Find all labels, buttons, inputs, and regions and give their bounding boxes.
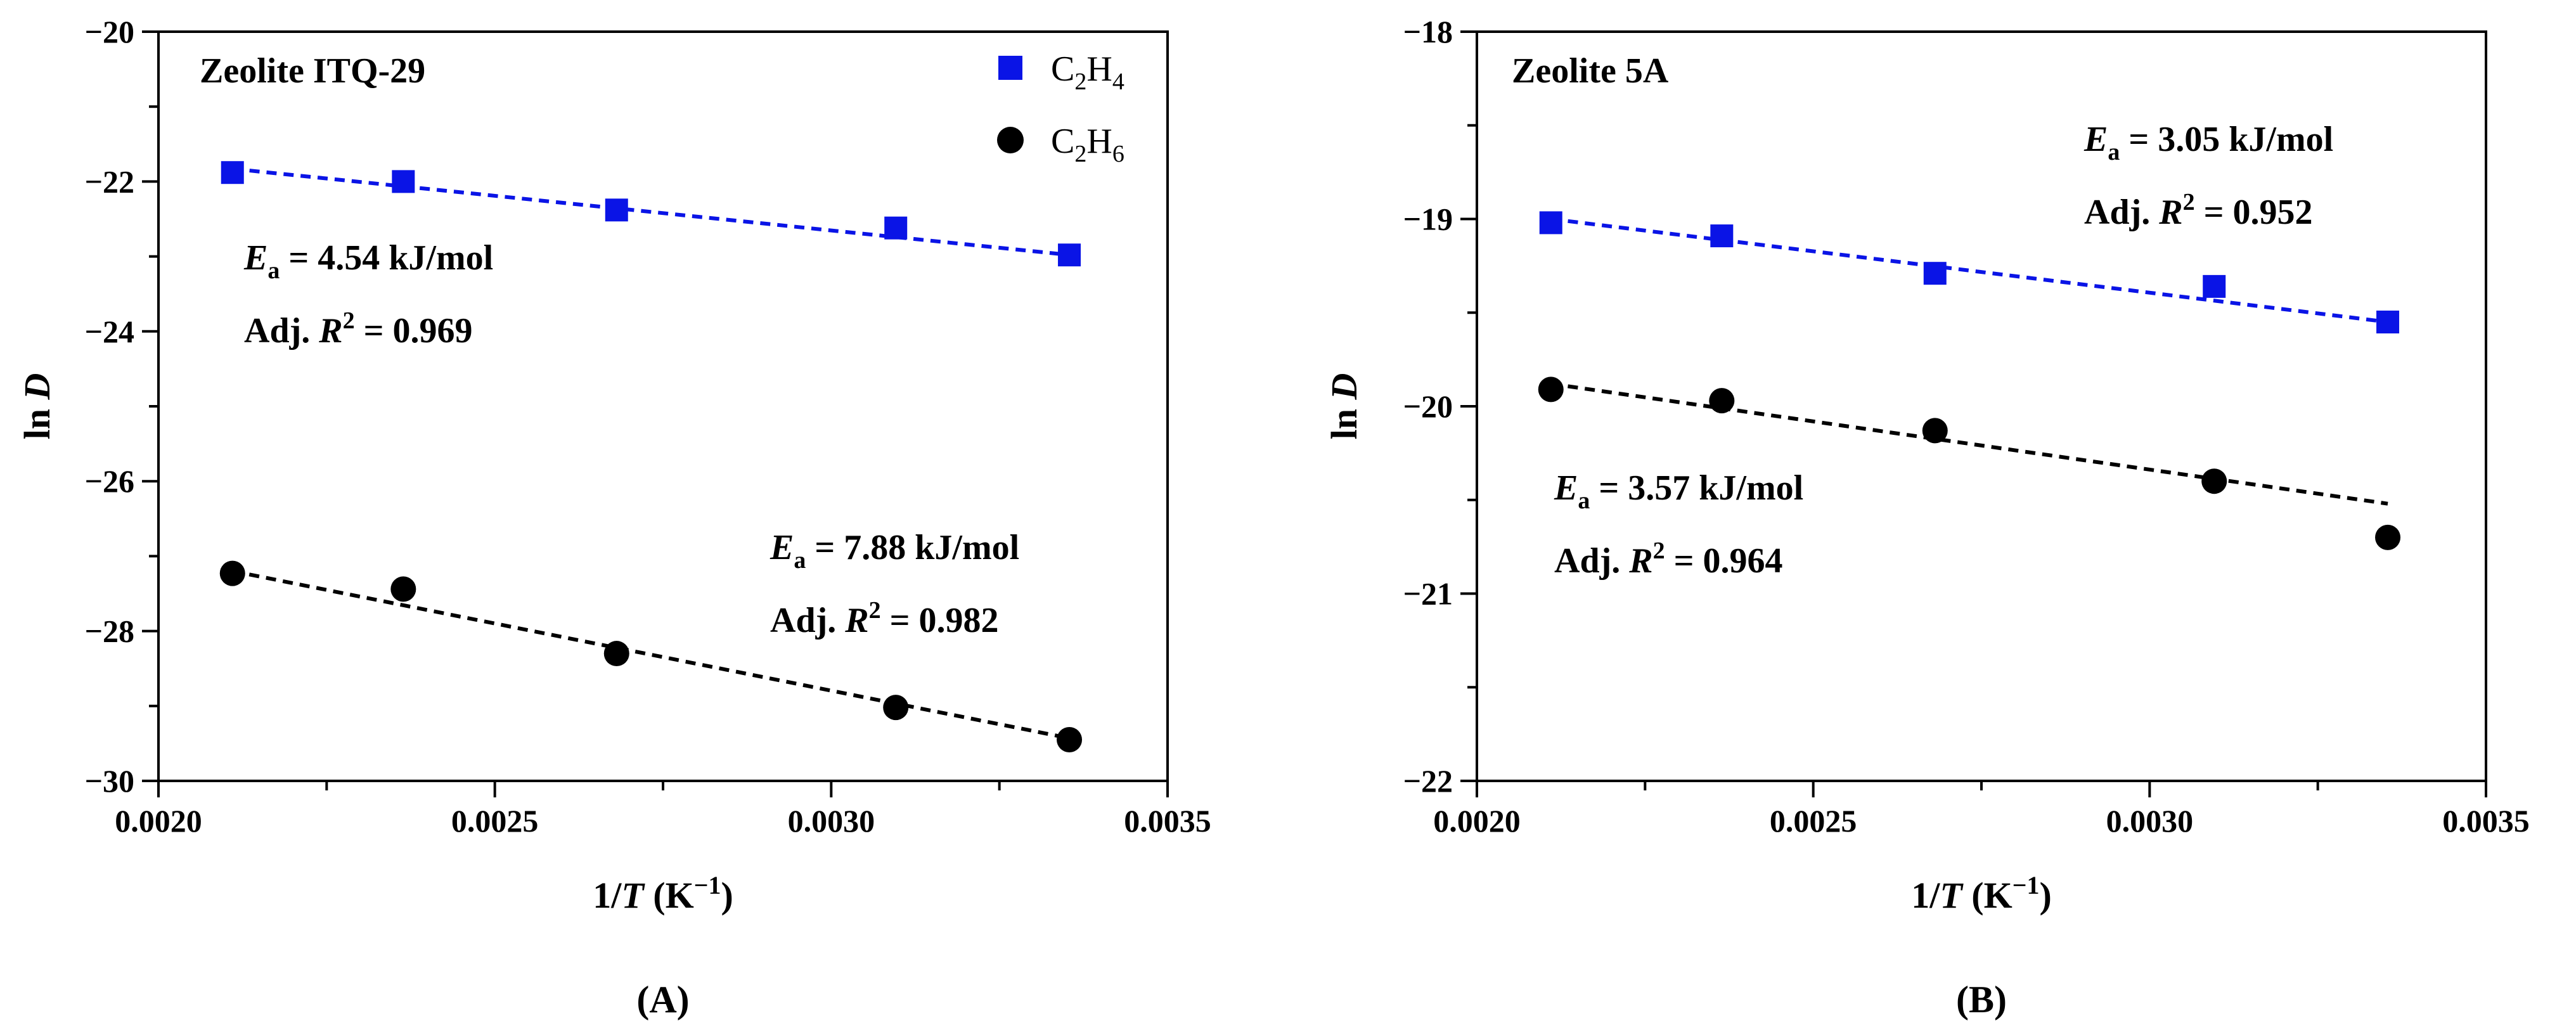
data-points [1538,211,2401,550]
y-tick-label: −20 [1403,389,1453,424]
chart-title: Zeolite ITQ-29 [200,51,425,91]
data-point-c2h4 [1058,243,1081,267]
ea-text: Ea = 7.88 kJ/mol [770,528,1019,574]
x-tick-label: 0.0030 [788,803,875,839]
y-axis-ticks: −22 −21 −20 −19 −18 [1403,14,1477,799]
x-tick-label: 0.0020 [1433,803,1521,839]
y-tick-label: −30 [85,763,135,799]
y-tick-label: −22 [1403,763,1453,799]
annotation-c2h6: Ea = 7.88 kJ/mol Adj. R2 = 0.982 [770,528,1019,640]
y-tick-label: −20 [85,14,135,49]
x-axis-ticks: 0.0020 0.0025 0.0030 0.0035 [1433,781,2530,839]
panel-label: (B) [1956,979,2007,1020]
y-tick-label: −21 [1403,576,1453,612]
data-point-c2h4 [2376,311,2400,334]
data-point-c2h6 [2375,524,2401,550]
fit-line-c2h6 [1550,382,2388,506]
x-tick-label: 0.0025 [451,803,539,839]
y-axis-label: ln D [1323,373,1365,440]
data-point-c2h4 [605,198,628,222]
fit-lines [1550,217,2388,506]
data-points [219,161,1083,752]
fit-line-c2h4 [232,167,1070,257]
legend-label-c2h6: C2H6 [1051,122,1124,167]
legend: C2H4 C2H6 [997,49,1124,167]
data-point-c2h4 [1539,211,1562,235]
r2-text: Adj. R2 = 0.969 [244,307,473,351]
chart-panel-a: 0.0020 0.0025 0.0030 0.0035 −30 −28 −26 −24 −22… [16,14,1211,1020]
y-tick-label: −26 [85,463,135,499]
x-tick-label: 0.0030 [2106,803,2194,839]
x-tick-label: 0.0035 [2442,803,2530,839]
ea-text: Ea = 3.57 kJ/mol [1554,468,1803,514]
ea-text: Ea = 3.05 kJ/mol [2083,120,2333,165]
data-point-c2h6 [219,560,245,586]
x-tick-label: 0.0035 [1124,803,1211,839]
r2-text: Adj. R2 = 0.952 [2084,189,2313,232]
r2-text: Adj. R2 = 0.982 [770,597,999,640]
annotation-c2h6: Ea = 3.57 kJ/mol Adj. R2 = 0.964 [1554,468,1803,581]
data-point-c2h4 [1923,262,1947,285]
data-point-c2h6 [1538,377,1564,402]
legend-label-c2h4: C2H4 [1051,49,1124,95]
chart-title: Zeolite 5A [1512,51,1669,91]
r2-text: Adj. R2 = 0.964 [1554,538,1783,581]
x-axis-ticks: 0.0020 0.0025 0.0030 0.0035 [115,781,1211,839]
annotation-c2h4: Ea = 3.05 kJ/mol Adj. R2 = 0.952 [2083,120,2333,232]
data-point-c2h6 [883,695,909,721]
chart-panel-b: 0.0020 0.0025 0.0030 0.0035 −22 −21 −20 −19 −18… [1323,14,2530,1020]
data-point-c2h4 [2203,274,2226,298]
y-tick-label: −22 [85,164,135,199]
panel-label: (A) [636,979,689,1020]
legend-marker-circle [997,127,1024,153]
annotation-c2h4: Ea = 4.54 kJ/mol Adj. R2 = 0.969 [243,238,493,351]
y-tick-label: −24 [85,314,135,349]
y-axis-label: ln D [16,373,58,440]
y-tick-label: −28 [85,614,135,649]
x-axis-label: 1/T (K−1) [593,871,733,916]
data-point-c2h4 [392,170,415,193]
y-tick-label: −19 [1403,202,1453,237]
y-axis-ticks: −30 −28 −26 −24 −22 −20 [85,14,158,799]
data-point-c2h4 [1710,224,1734,248]
y-tick-label: −18 [1403,14,1453,49]
data-point-c2h6 [390,576,416,602]
fit-line-c2h6 [232,569,1070,740]
fit-line-c2h4 [1550,217,2388,325]
data-point-c2h6 [1057,726,1083,752]
data-point-c2h6 [603,641,629,667]
plot-frame [1476,30,2487,782]
data-point-c2h6 [1709,388,1735,414]
data-point-c2h4 [884,216,908,240]
x-tick-label: 0.0020 [115,803,202,839]
data-point-c2h6 [2201,468,2227,494]
data-point-c2h4 [221,161,244,184]
x-axis-label: 1/T (K−1) [1911,871,2052,916]
data-point-c2h6 [1922,418,1948,444]
x-tick-label: 0.0025 [1770,803,1857,839]
fit-lines [232,167,1070,740]
legend-marker-square [998,56,1022,80]
ea-text: Ea = 4.54 kJ/mol [243,238,493,284]
